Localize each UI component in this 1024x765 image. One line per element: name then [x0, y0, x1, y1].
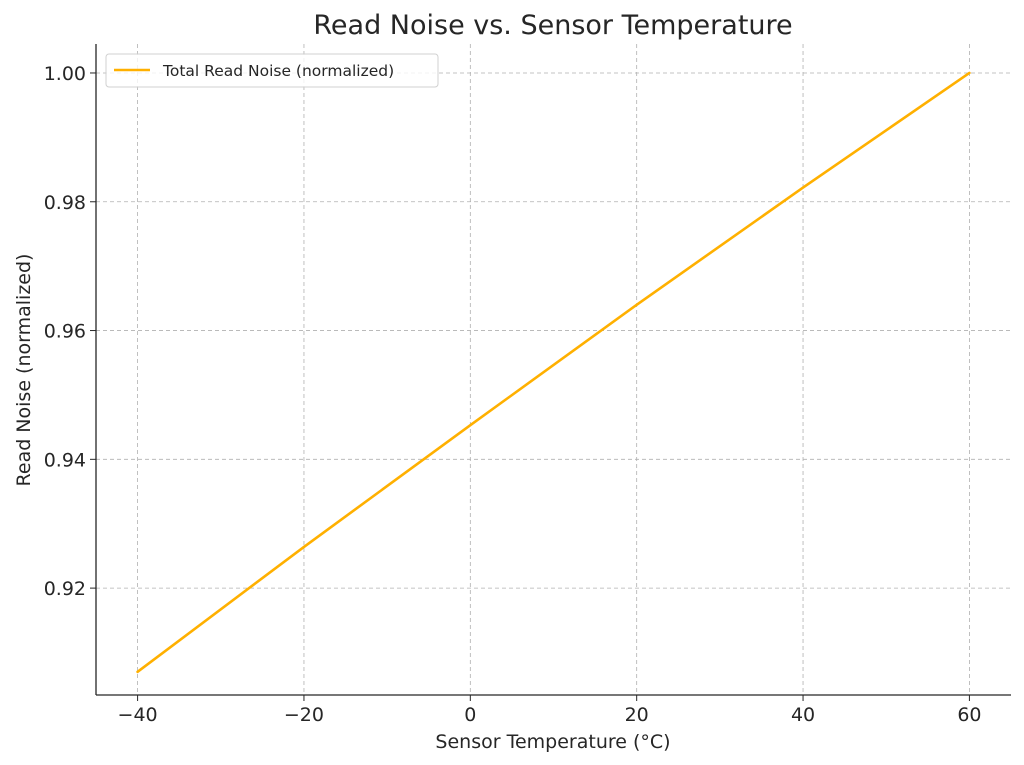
x-axis-label: Sensor Temperature (°C): [435, 731, 670, 753]
x-tick-label: −40: [118, 704, 158, 726]
y-ticks: 0.92 0.94 0.96 0.98 1.00: [44, 63, 96, 600]
x-tick-label: 60: [957, 704, 981, 726]
y-tick-label: 0.92: [44, 578, 86, 600]
y-tick-label: 0.98: [44, 192, 86, 214]
legend: Total Read Noise (normalized): [105, 53, 439, 88]
x-tick-label: 20: [625, 704, 649, 726]
legend-label: Total Read Noise (normalized): [162, 62, 394, 80]
axes: [95, 44, 1011, 696]
y-tick-label: 1.00: [44, 63, 86, 85]
y-tick-label: 0.94: [44, 449, 86, 471]
legend-box: [105, 53, 439, 88]
grid-lines: [96, 44, 1011, 695]
x-ticks: −40 −20 0 20 40 60: [118, 695, 982, 726]
chart-title: Read Noise vs. Sensor Temperature: [313, 10, 792, 41]
x-tick-label: −20: [284, 704, 324, 726]
x-tick-label: 0: [464, 704, 476, 726]
y-tick-label: 0.96: [44, 321, 86, 343]
series-line: [136, 71, 971, 674]
y-axis-label: Read Noise (normalized): [13, 254, 35, 487]
series-layer: [136, 71, 971, 674]
x-tick-label: 40: [791, 704, 815, 726]
